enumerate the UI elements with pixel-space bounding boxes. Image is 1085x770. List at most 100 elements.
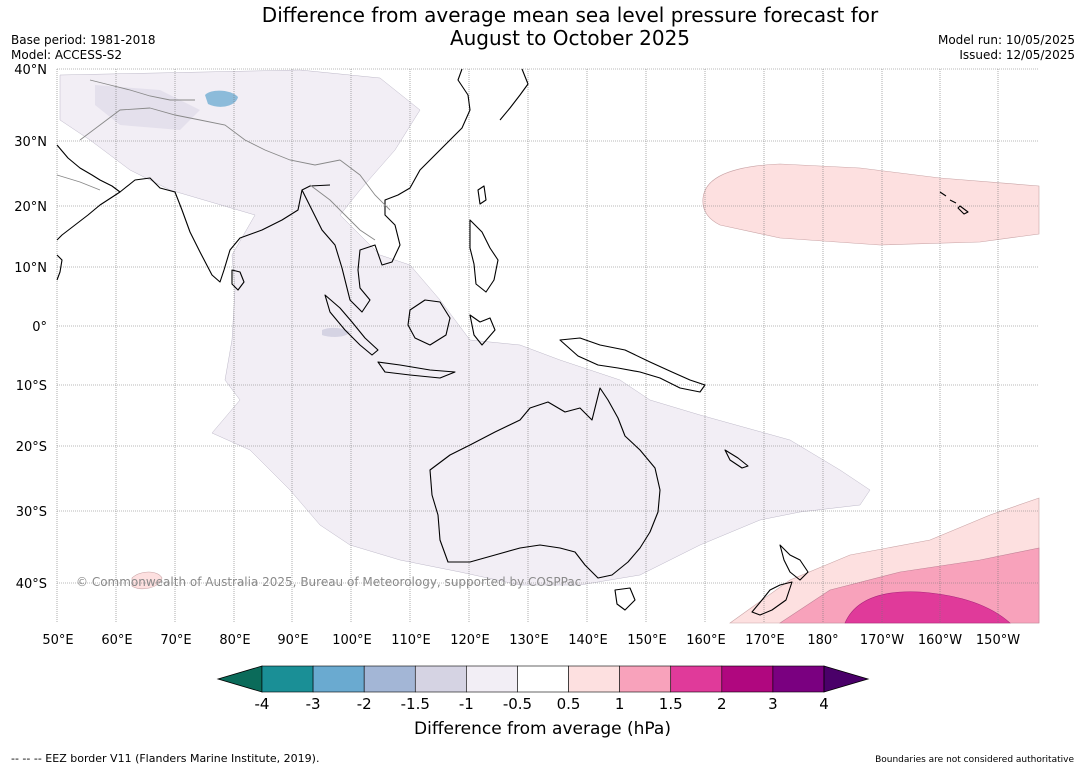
colorbar-tick-label: 4 [819, 695, 829, 713]
colorbar-segment [517, 665, 569, 693]
lat-label: 30°S [16, 505, 47, 520]
model-text: Model: ACCESS-S2 [11, 48, 123, 62]
colorbar-segment [568, 665, 620, 693]
coastline-southeast-asia [301, 68, 471, 313]
anomaly-blue-patch-himalaya [205, 90, 238, 107]
anomaly-pink-small-patch [131, 571, 163, 590]
lat-label: 40°N [14, 63, 47, 78]
colorbar-ticks: -4 -3 -2 -1.5 -1 -0.5 0.5 1 1.5 2 3 4 [255, 695, 829, 713]
colorbar-segments [261, 665, 825, 693]
graticule [56, 68, 1039, 623]
coastline-arabia [56, 144, 121, 241]
lon-label: 170°W [860, 633, 904, 648]
boundaries-disclaimer: Boundaries are not considered authoritat… [875, 755, 1074, 765]
longitude-labels: 50°E 60°E 70°E 80°E 90°E 100°E 110°E 120… [42, 633, 1020, 648]
colorbar-segment [619, 665, 672, 693]
colorbar-title: Difference from average (hPa) [414, 719, 671, 739]
colorbar-tick-label: -1.5 [401, 695, 430, 713]
coastline-horn-of-africa [56, 254, 63, 281]
colorbar: -4 -3 -2 -1.5 -1 -0.5 0.5 1 1.5 2 3 4 [216, 665, 870, 713]
colorbar-tick-label: 1.5 [659, 695, 683, 713]
lon-label: 110°E [391, 633, 431, 648]
meta-left: Base period: 1981-2018 Model: ACCESS-S2 [11, 33, 156, 63]
lat-label: 0° [32, 320, 47, 335]
coastline-borneo [407, 299, 451, 346]
colorbar-tick-label: 2 [717, 695, 727, 713]
colorbar-over-arrow [823, 665, 870, 693]
colorbar-segment [363, 665, 416, 693]
colorbar-segment [721, 665, 774, 693]
coastline-sumatra [324, 294, 379, 356]
lat-label: 10°N [14, 261, 47, 276]
lon-label: 70°E [160, 633, 191, 648]
coastline-new-guinea [559, 337, 706, 393]
map-panel [56, 68, 1040, 624]
lon-label: 130°E [509, 633, 549, 648]
coastline-taiwan [477, 185, 487, 205]
country-borders [56, 79, 391, 241]
coastline-new-zealand-north [779, 544, 809, 581]
lon-label: 150°E [627, 633, 667, 648]
border-south-asia [149, 107, 341, 166]
meta-right: Model run: 10/05/2025 Issued: 12/05/2025 [938, 33, 1075, 63]
coastline-japan [499, 68, 529, 121]
colorbar-segment [772, 665, 825, 693]
lon-label: 100°E [332, 633, 372, 648]
border-central-asia [89, 79, 195, 101]
map-title: Difference from average mean sea level p… [200, 4, 940, 50]
lon-label: 160°W [918, 633, 962, 648]
latitude-labels: 40°N 30°N 20°N 10°N 0° 10°S 20°S 30°S 40… [14, 63, 47, 592]
coastline-tasmania [614, 587, 636, 611]
colorbar-tick-label: 1 [615, 695, 625, 713]
colorbar-segment [414, 665, 467, 693]
border-middle-east [56, 107, 151, 191]
colorbar-segment [312, 665, 365, 693]
lon-label: 180° [807, 633, 838, 648]
colorbar-segment [670, 665, 723, 693]
title-line-2: August to October 2025 [449, 26, 691, 50]
eez-border-note: -- -- -- EEZ border V11 (Flanders Marine… [11, 752, 320, 765]
title-line-1: Difference from average mean sea level p… [261, 3, 879, 27]
anomaly-lavender-patch-north [95, 85, 200, 130]
colorbar-tick-label: -2 [357, 695, 372, 713]
colorbar-under-arrow [216, 665, 263, 693]
colorbar-tick-label: -3 [306, 695, 321, 713]
coastline-philippines [469, 219, 499, 293]
coastlines [56, 68, 969, 616]
coastline-sri-lanka [231, 269, 245, 291]
lat-label: 10°S [16, 379, 47, 394]
lat-label: 40°S [16, 577, 47, 592]
anomaly-light-lavender-region [59, 69, 871, 586]
coastline-sulawesi [469, 314, 496, 346]
lon-label: 50°E [42, 633, 73, 648]
lon-label: 120°E [450, 633, 490, 648]
coastline-new-caledonia [724, 449, 749, 469]
lon-label: 160°E [686, 633, 726, 648]
lon-label: 170°E [745, 633, 785, 648]
colorbar-tick-label: -1 [459, 695, 474, 713]
coastline-australia [429, 387, 661, 579]
colorbar-tick-label: -4 [255, 695, 270, 713]
coastline-south-asia [119, 177, 331, 283]
lon-label: 90°E [277, 633, 308, 648]
lon-label: 60°E [101, 633, 132, 648]
coastline-hawaii [939, 191, 969, 215]
coastline-java [377, 361, 456, 379]
copyright-text: © Commonwealth of Australia 2025, Bureau… [76, 575, 581, 589]
colorbar-tick-label: 3 [768, 695, 778, 713]
border-indochina [309, 159, 391, 241]
lat-label: 20°N [14, 200, 47, 215]
lon-label: 140°E [568, 633, 608, 648]
colorbar-segment [466, 665, 518, 693]
lat-label: 30°N [14, 135, 47, 150]
anomaly-pink-north-pacific [702, 163, 1040, 246]
issued-text: Issued: 12/05/2025 [959, 48, 1075, 62]
colorbar-segment [261, 665, 314, 693]
base-period-text: Base period: 1981-2018 [11, 33, 156, 47]
anomaly-gray-patch-equator [322, 327, 350, 337]
lat-label: 20°S [16, 440, 47, 455]
model-run-text: Model run: 10/05/2025 [937, 33, 1075, 47]
colorbar-tick-label: 0.5 [557, 695, 581, 713]
lon-label: 150°W [976, 633, 1020, 648]
